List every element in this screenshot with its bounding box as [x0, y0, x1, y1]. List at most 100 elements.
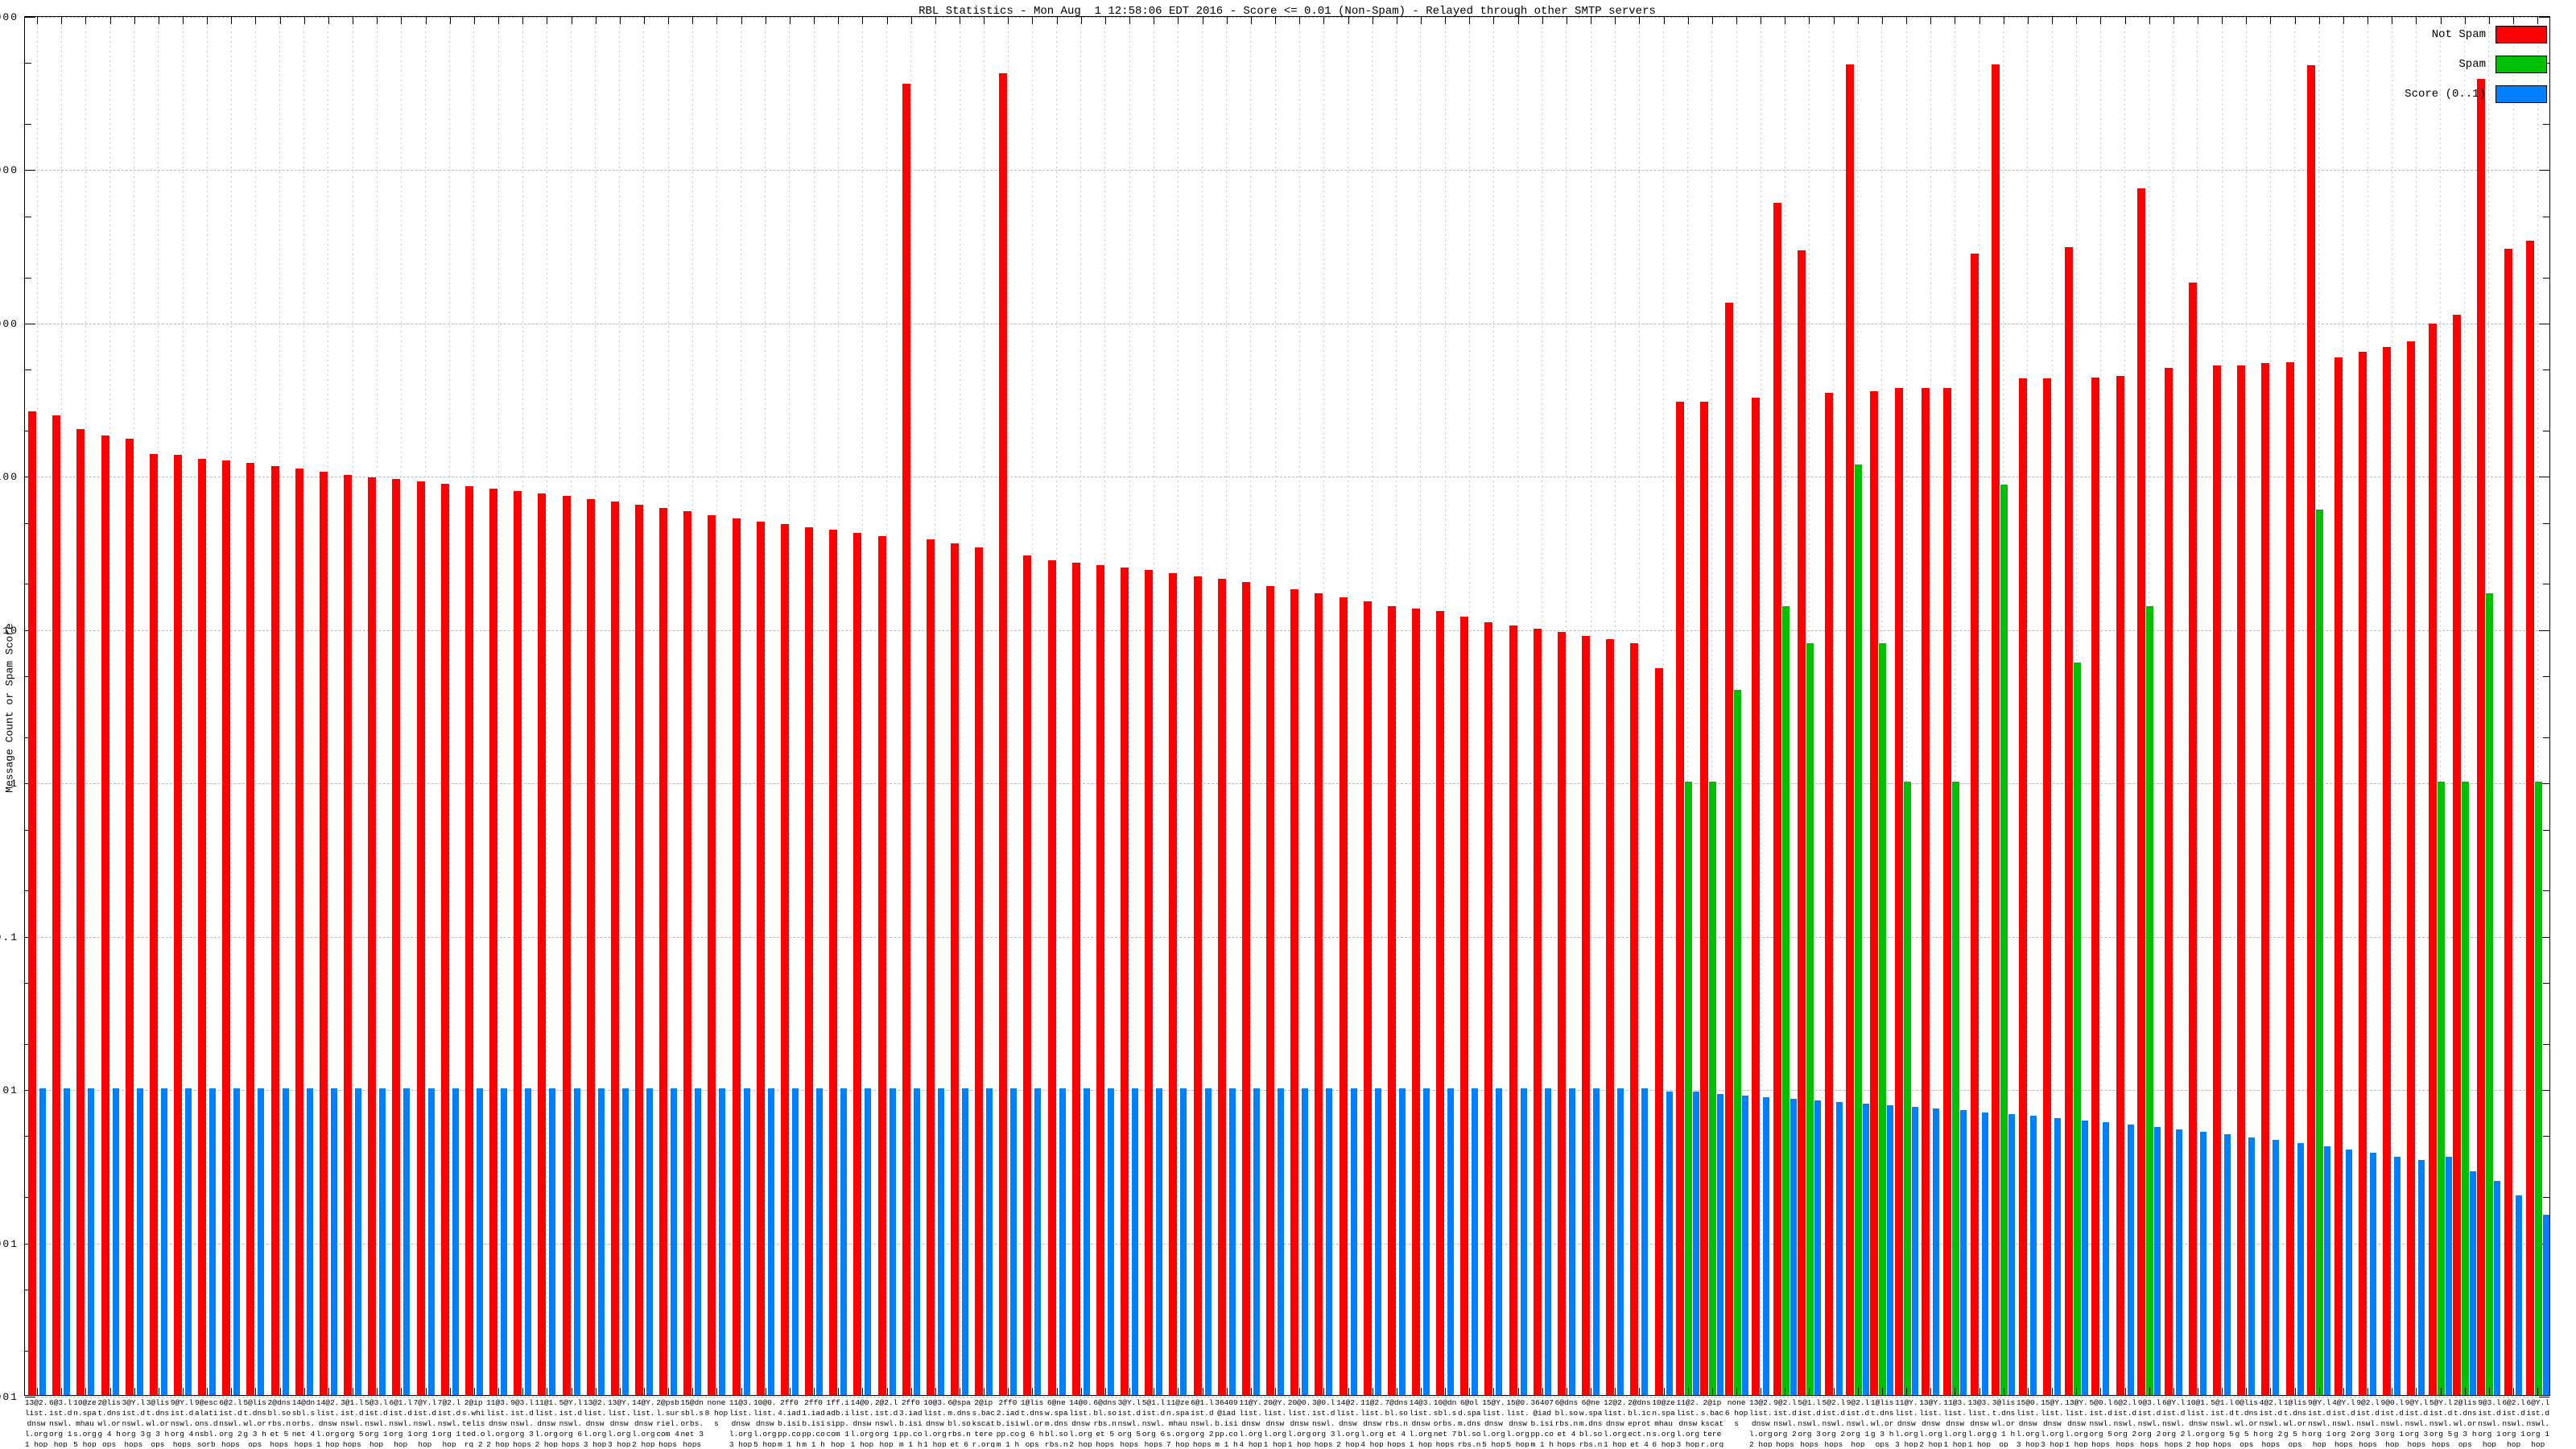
- bar-score: [209, 1088, 217, 1395]
- bar-group: [2185, 17, 2211, 1395]
- bar-not-spam: [2116, 375, 2124, 1395]
- bar-group: [1869, 17, 1895, 1395]
- bar-not-spam: [1894, 388, 1903, 1395]
- bar-group: [1335, 17, 1360, 1395]
- bar-spam: [2000, 484, 2008, 1395]
- bar-score: [719, 1088, 726, 1395]
- bar-not-spam: [586, 498, 595, 1395]
- bar-score: [986, 1088, 993, 1395]
- x-tick-label: 6@2.list.dnswl.org 2 hops: [219, 1398, 242, 1447]
- bar-not-spam: [368, 477, 377, 1395]
- bar-score: [1814, 1100, 1821, 1395]
- bar-group: [1044, 17, 1069, 1395]
- x-tick-label: 5@1.list.dnswl.org 6 hops: [1141, 1398, 1166, 1447]
- bar-score: [403, 1088, 411, 1395]
- bar-score: [2029, 1116, 2037, 1395]
- bar-score: [2008, 1114, 2016, 1395]
- x-tick-label: 15@Y.list.dnswl.org 3 hops: [2041, 1398, 2064, 1447]
- bar-groups: [25, 17, 2550, 1395]
- bar-spam: [1781, 605, 1790, 1395]
- bar-not-spam: [1436, 611, 1445, 1395]
- x-tick-label: 10@zen.spamhaus.org 5 hops: [73, 1398, 97, 1447]
- x-tick-label: 9@3.list.dnswl.org 2 hops: [2137, 1398, 2161, 1447]
- bar-not-spam: [2307, 64, 2316, 1395]
- bar-set: [729, 17, 753, 1395]
- x-tick-label: 5@list.dnswl.org 3 hops: [243, 1398, 266, 1447]
- bar-score: [889, 1088, 896, 1395]
- bar-group: [631, 17, 657, 1395]
- x-tick-label: 1@list.dnswl.org 3 hops: [1870, 1398, 1894, 1447]
- bar-not-spam: [877, 536, 886, 1395]
- bar-group: [1068, 17, 1093, 1395]
- x-tick-label: 11@Y.list.dnswl.org 4 hops: [1239, 1398, 1262, 1447]
- x-tick-label: 2@ips.backscatterer.org 4 hops: [972, 1398, 996, 1447]
- bar-score: [1132, 1088, 1139, 1395]
- bar-set: [2453, 17, 2477, 1395]
- bar-not-spam: [440, 483, 449, 1395]
- bar-group: [267, 17, 292, 1395]
- x-tick-label: 2@list.dnswl.org 4 hops: [97, 1398, 121, 1447]
- bar-set: [1579, 17, 1603, 1395]
- x-tick-label: 2@dnsbl.sorbs.net 5 hops: [267, 1398, 291, 1447]
- bar-set: [802, 17, 826, 1395]
- bar-group: [25, 17, 50, 1395]
- bar-set: [826, 17, 850, 1395]
- x-tick-label: 9@2.list.dnswl.org 3 hops: [2356, 1398, 2380, 1447]
- bar-group: [437, 17, 462, 1395]
- x-tick-label: 5@Y.list.dnswl.org 5 hops: [2429, 1398, 2453, 1447]
- bar-set: [49, 17, 73, 1395]
- bar-set: [947, 17, 972, 1395]
- bar-group: [1505, 17, 1530, 1395]
- bar-group: [850, 17, 875, 1395]
- x-tick-label: 14@Y.list.dnswl.org 2 hops: [632, 1398, 655, 1447]
- bar-score: [1204, 1088, 1212, 1395]
- bar-not-spam: [464, 485, 473, 1395]
- bar-set: [972, 17, 996, 1395]
- bar-group: [1554, 17, 1579, 1395]
- bar-set: [2234, 17, 2258, 1395]
- bar-not-spam: [2018, 378, 2027, 1395]
- bar-set: [2428, 17, 2453, 1395]
- bar-set: [535, 17, 559, 1395]
- bar-group: [2258, 17, 2283, 1395]
- bar-set: [2161, 17, 2186, 1395]
- bar-set: [243, 17, 267, 1395]
- x-axis-labels: 13@2.list.dnswl.org 1 hop 6@3.list.dnswl.…: [24, 1396, 2550, 1447]
- bar-not-spam: [610, 502, 619, 1395]
- bar-set: [1045, 17, 1069, 1395]
- x-tick-label: 9@3.list.dnswl.org 3 hops: [510, 1398, 534, 1447]
- bar-score: [1059, 1088, 1066, 1395]
- bar-score: [1641, 1088, 1649, 1395]
- bar-spam: [1903, 782, 1911, 1395]
- bar-not-spam: [2285, 362, 2294, 1395]
- x-tick-label: 14@0.list.dnswl.org 2 hops: [1069, 1398, 1092, 1447]
- bar-not-spam: [1773, 202, 1781, 1395]
- bar-score: [2516, 1195, 2523, 1395]
- bar-score: [1180, 1088, 1187, 1395]
- bar-set: [2355, 17, 2380, 1395]
- bar-group: [1724, 17, 1749, 1395]
- bar-not-spam: [1582, 635, 1591, 1395]
- x-tick-label: 9@Y.list.dnswl.org 3 hops: [2405, 1398, 2429, 1447]
- bar-set: [268, 17, 292, 1395]
- legend-swatch: [2496, 56, 2547, 73]
- bar-score: [840, 1088, 848, 1395]
- bar-group: [2015, 17, 2040, 1395]
- x-tick-label: 2ff03.iadb.isipp.com 1 hop: [899, 1398, 923, 1447]
- x-tick-label: 6@new.spam.dnsbl.sorbs.net 4 hops: [1579, 1398, 1603, 1447]
- bar-not-spam: [780, 524, 789, 1395]
- bar-not-spam: [951, 543, 960, 1395]
- bar-set: [2210, 17, 2234, 1395]
- bar-group: [753, 17, 778, 1395]
- bar-group: [874, 17, 899, 1395]
- bar-not-spam: [1846, 64, 1855, 1395]
- x-tick-label: 6@old.spam.dnsbl.sorbs.net 6 hops: [1457, 1398, 1481, 1447]
- bar-score: [1666, 1092, 1673, 1395]
- bar-not-spam: [1241, 582, 1250, 1395]
- bar-set: [2404, 17, 2428, 1395]
- bar-score: [2273, 1140, 2280, 1395]
- bar-not-spam: [1315, 592, 1323, 1395]
- bar-set: [2040, 17, 2064, 1395]
